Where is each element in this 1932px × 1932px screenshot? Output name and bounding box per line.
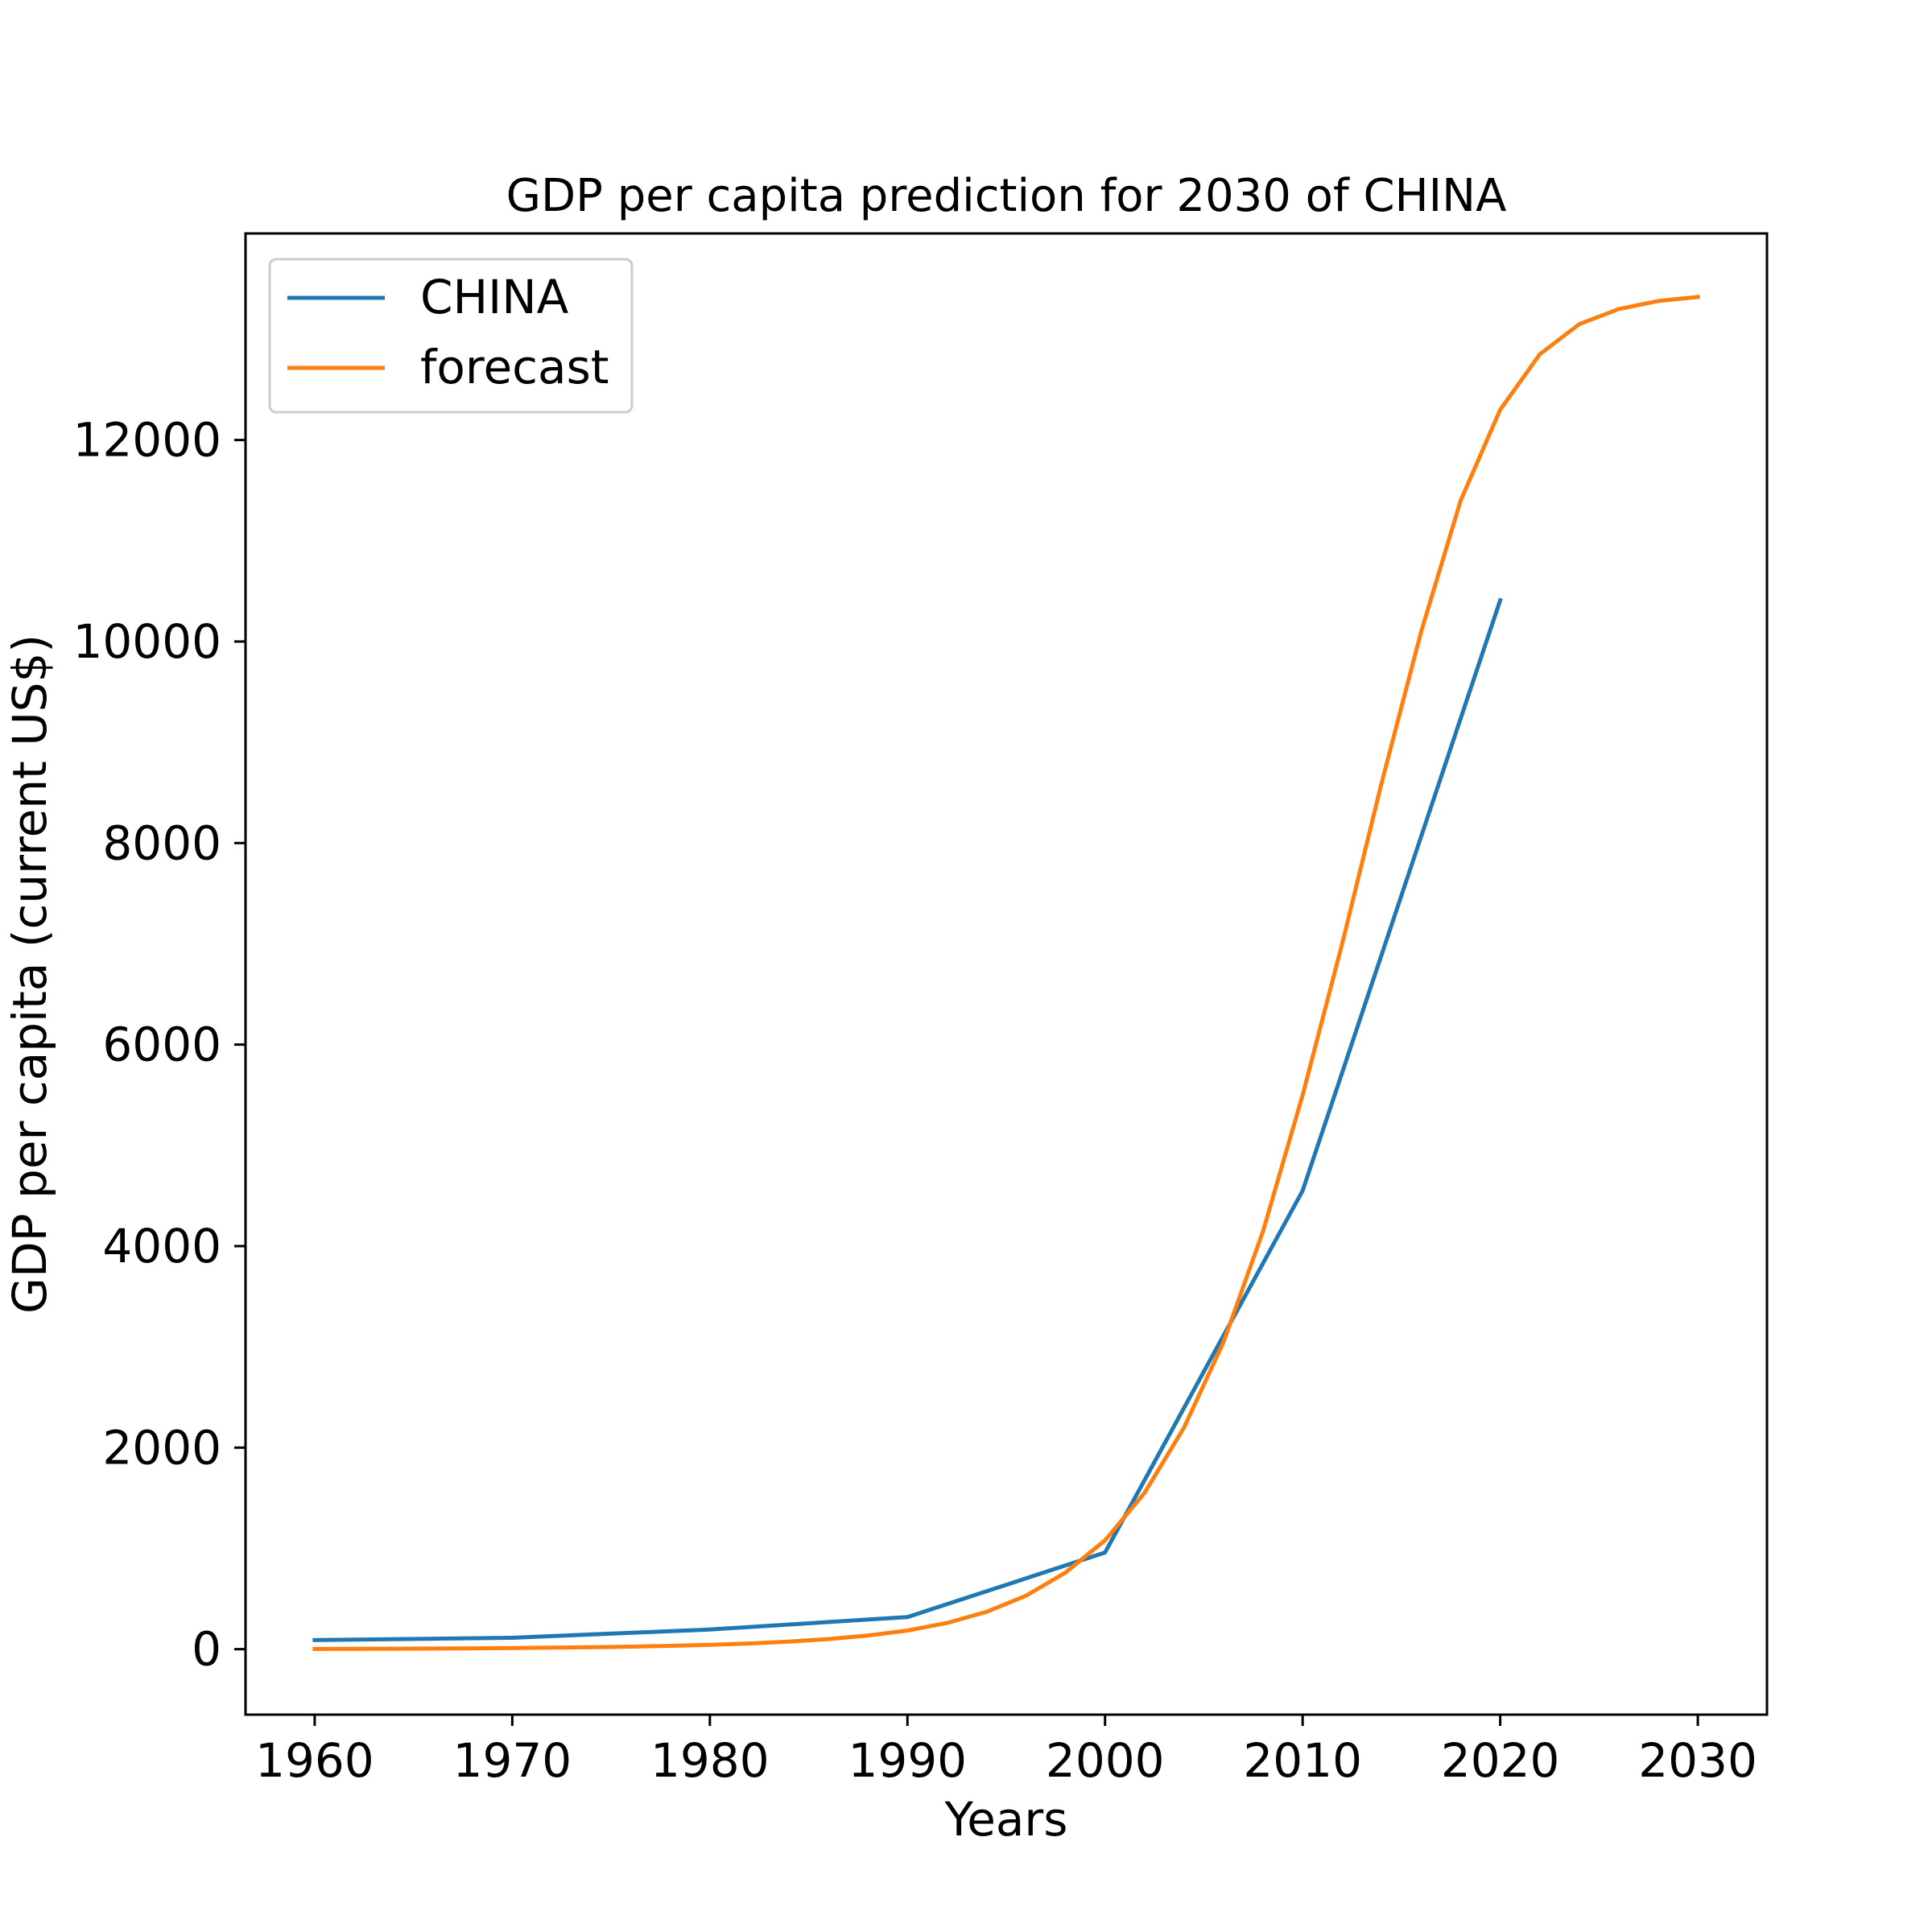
- y-tick-label: 12000: [72, 413, 221, 468]
- legend-label-forecast: forecast: [420, 340, 609, 394]
- y-tick-label: 0: [192, 1622, 221, 1677]
- y-tick-label: 6000: [102, 1018, 221, 1072]
- series-line-forecast: [312, 295, 1700, 1651]
- legend: CHINA forecast: [268, 258, 634, 414]
- x-tick-label: 1990: [848, 1733, 967, 1788]
- x-tick-label: 2010: [1243, 1733, 1362, 1788]
- series-line-china: [312, 597, 1503, 1642]
- x-tick-label: 2020: [1441, 1733, 1560, 1788]
- x-tick-label: 2000: [1046, 1733, 1165, 1788]
- x-axis-label: Years: [943, 1792, 1067, 1847]
- y-axis-ticks: 0 2000 4000 6000 8000 10000 12000: [72, 413, 246, 1677]
- x-axis-ticks: 1960 1970 1980 1990 2000 2010 2020 2030: [255, 1715, 1757, 1788]
- plot-frame: [244, 232, 1769, 1716]
- y-tick-label: 4000: [102, 1219, 221, 1274]
- y-axis-label: GDP per capita (current US$): [2, 634, 57, 1314]
- legend-label-china: CHINA: [420, 270, 569, 324]
- y-tick-label: 2000: [102, 1420, 221, 1475]
- chart-title: GDP per capita prediction for 2030 of CH…: [506, 170, 1507, 222]
- x-tick-label: 2030: [1638, 1733, 1757, 1788]
- plot-lines: [312, 295, 1700, 1651]
- y-tick-label: 10000: [72, 614, 221, 669]
- x-tick-label: 1980: [650, 1733, 770, 1788]
- y-tick-label: 8000: [102, 815, 221, 870]
- x-tick-label: 1960: [255, 1733, 374, 1788]
- x-tick-label: 1970: [453, 1733, 572, 1788]
